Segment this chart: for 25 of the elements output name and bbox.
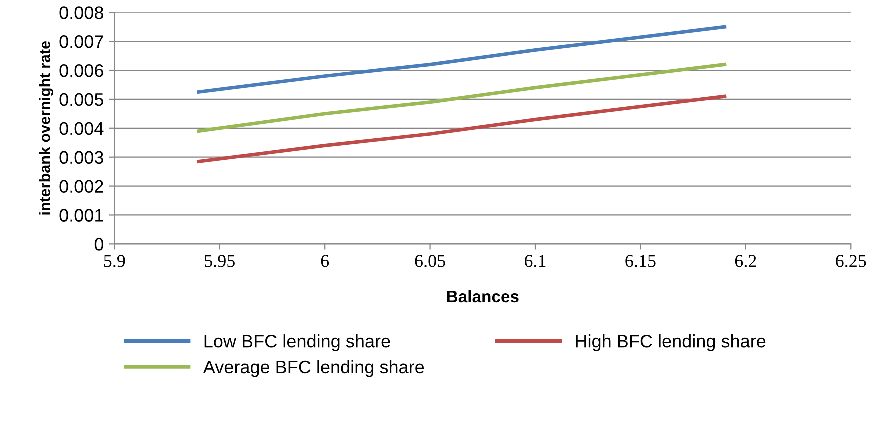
x-tick-label: 5.9 bbox=[104, 255, 126, 268]
legend-label: Low BFC lending share bbox=[204, 334, 390, 352]
y-tick-label: 0.001 bbox=[60, 209, 104, 222]
y-tick-label: 0.008 bbox=[60, 6, 104, 20]
x-tick-label: 6.15 bbox=[626, 255, 656, 268]
x-tick-label: 6.05 bbox=[415, 255, 446, 268]
y-tick-label: 0.005 bbox=[60, 93, 104, 106]
x-tick-label: 5.95 bbox=[205, 255, 235, 268]
y-tick-label: 0.006 bbox=[60, 64, 104, 78]
line-series bbox=[197, 94, 727, 164]
x-tick-label: 6.1 bbox=[524, 255, 546, 268]
y-tick-label: 0.007 bbox=[60, 36, 104, 48]
y-tick-label: 0.004 bbox=[60, 122, 104, 136]
y-tick-label: 0 bbox=[94, 238, 104, 251]
legend-label: High BFC lending share bbox=[576, 334, 766, 352]
y-tick-label: 0.003 bbox=[60, 151, 104, 164]
x-tick-label: 6.25 bbox=[836, 255, 866, 268]
x-tick-label: 6.2 bbox=[735, 255, 756, 268]
y-axis-title: interbank overnight rate bbox=[39, 41, 54, 215]
y-tick-label: 0.002 bbox=[60, 180, 104, 194]
x-axis-title: Balances bbox=[447, 290, 519, 303]
line-series bbox=[197, 25, 727, 94]
x-tick-label: 6 bbox=[321, 255, 330, 268]
line-series bbox=[197, 62, 727, 134]
legend-label: Average BFC lending share bbox=[203, 360, 424, 378]
